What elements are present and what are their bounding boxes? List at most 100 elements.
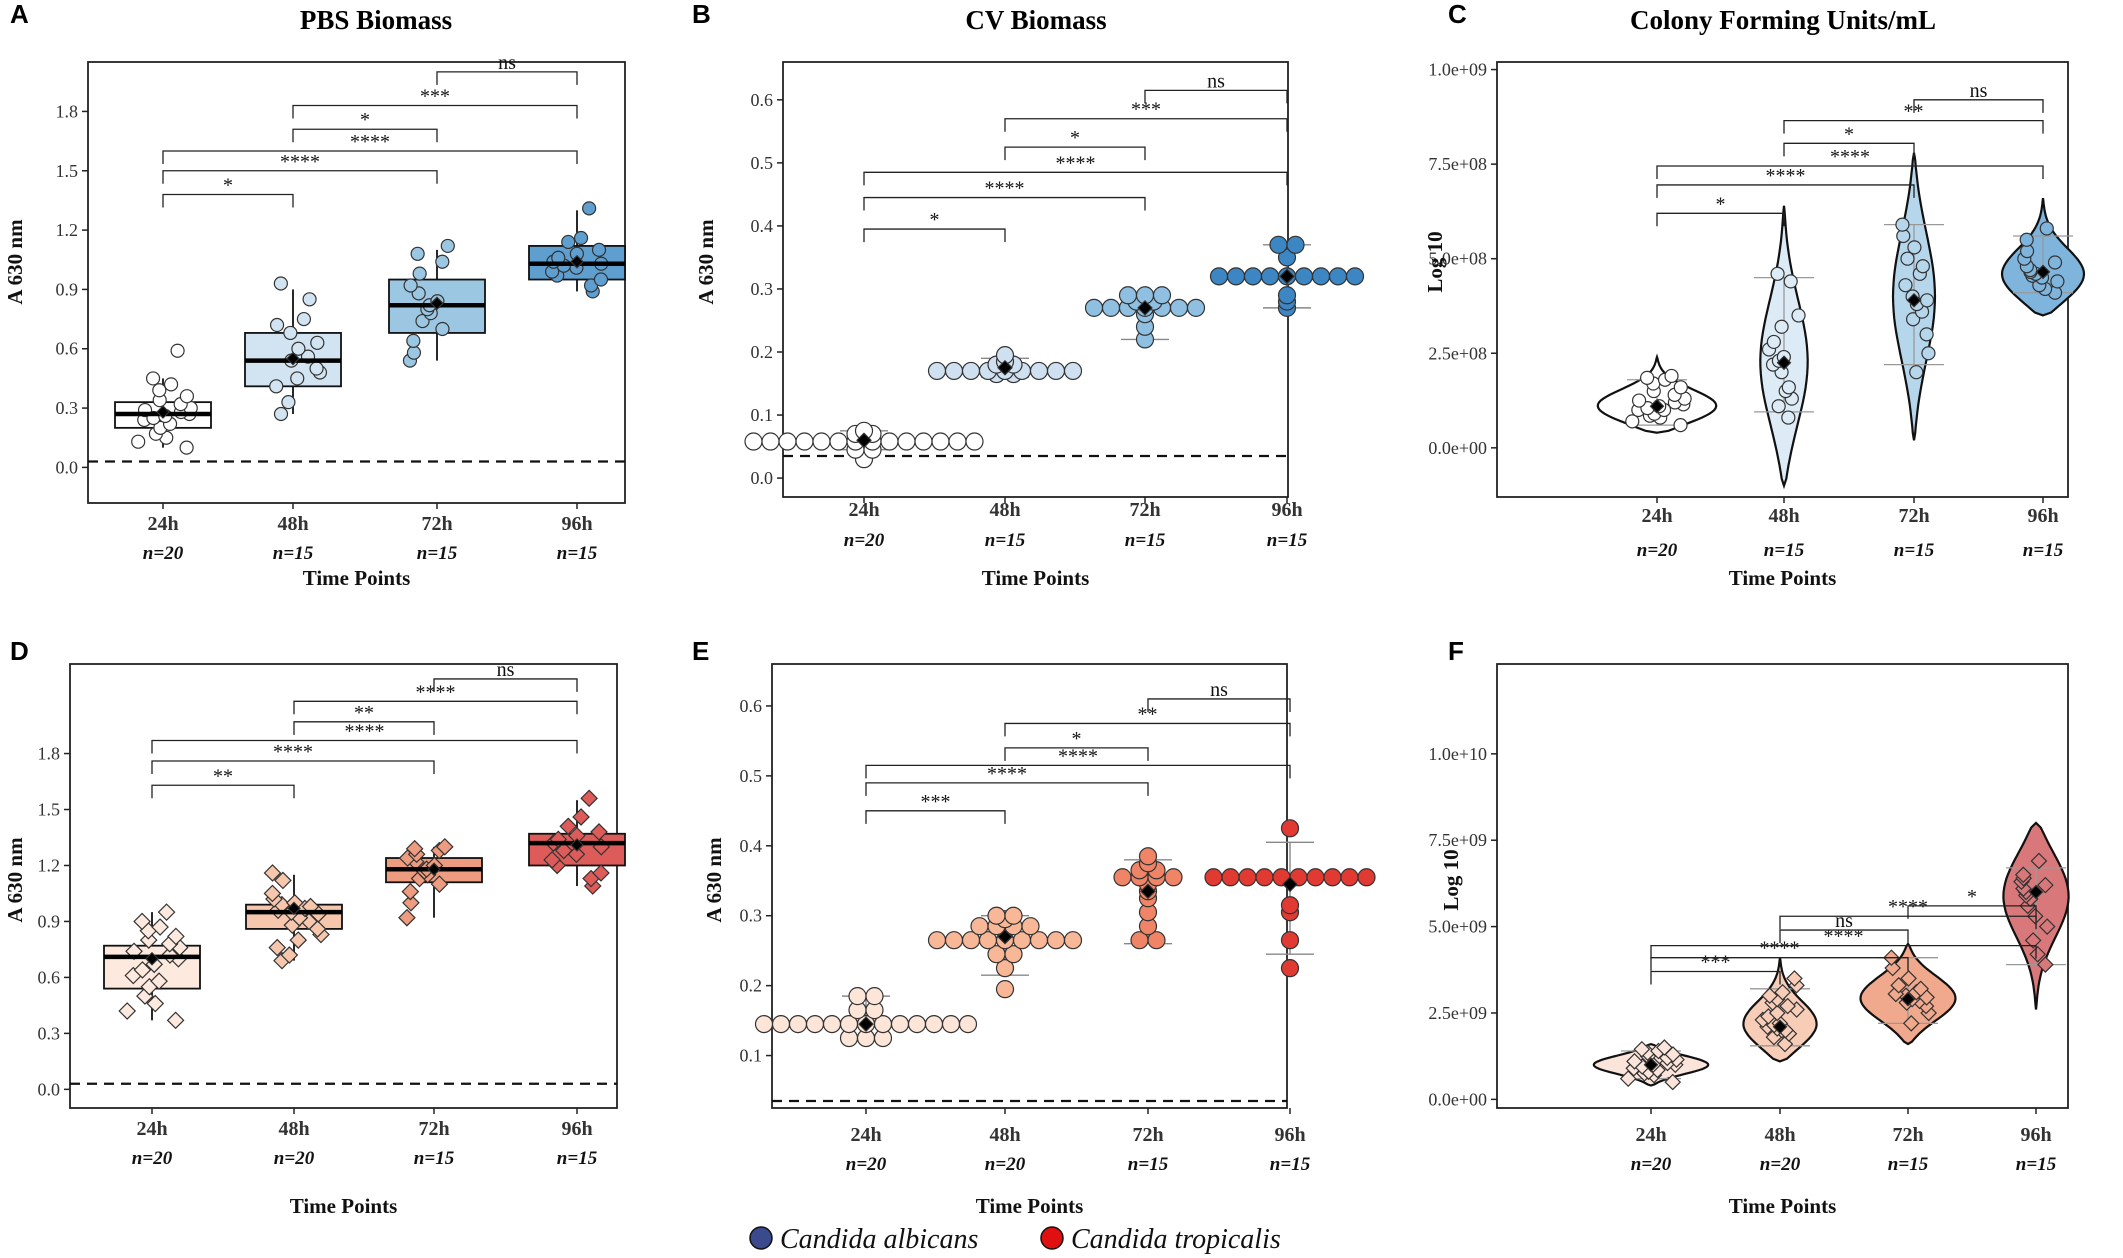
data-point — [1619, 1070, 1637, 1087]
legend-swatch-albicans — [749, 1226, 773, 1250]
group-48h — [1754, 205, 1814, 490]
data-point — [146, 994, 165, 1013]
y-tick-label: 1.2 — [56, 220, 79, 240]
sample-size-label: n=15 — [1270, 1154, 1311, 1175]
data-point — [1761, 987, 1779, 1005]
bracket — [865, 810, 1006, 824]
bracket — [1650, 970, 1781, 985]
y-axis-label: A 630 nm — [3, 219, 27, 305]
data-point — [761, 432, 780, 451]
data-point — [1147, 931, 1166, 950]
data-point — [1021, 917, 1040, 936]
bracket — [1907, 905, 2037, 919]
significance-label: *** — [420, 86, 450, 108]
x-tick-label: 96h — [2027, 505, 2058, 527]
y-tick-label: 0.3 — [56, 398, 79, 418]
x-tick-label: 72h — [418, 1118, 449, 1140]
significance-brackets: *************ns — [863, 70, 1288, 243]
significance-label: **** — [280, 151, 320, 173]
data-point — [944, 361, 964, 381]
y-tick-label: 1.8 — [38, 744, 61, 764]
sample-size-label: n=15 — [417, 543, 458, 564]
data-point — [1633, 1040, 1651, 1058]
data-point — [291, 341, 306, 356]
data-point — [2039, 221, 2054, 236]
bracket — [293, 700, 578, 715]
mean-marker — [997, 928, 1013, 945]
x-tick-label: 48h — [989, 499, 1020, 521]
x-tick-label: 96h — [1274, 1124, 1305, 1146]
data-point — [941, 1014, 961, 1034]
data-point — [1004, 906, 1023, 925]
y-tick-label: 0.6 — [740, 696, 763, 716]
y-tick-label: 1.8 — [56, 101, 79, 121]
group-24h — [1596, 353, 1718, 434]
data-point — [273, 406, 289, 422]
bracket — [1144, 89, 1288, 104]
data-point — [961, 361, 981, 381]
data-point — [907, 1014, 927, 1034]
significance-label: * — [1967, 886, 1977, 908]
y-tick-label: 2.5e+08 — [1428, 343, 1487, 363]
sample-size-label: n=20 — [985, 1154, 1026, 1175]
mean-marker — [1649, 398, 1665, 414]
significance-label: *** — [1131, 99, 1161, 121]
data-point — [290, 371, 305, 386]
data-point — [1774, 319, 1789, 334]
data-point — [273, 276, 288, 291]
data-point — [1340, 868, 1359, 887]
y-tick-label: 0.0 — [751, 468, 774, 488]
significance-brackets: ****************ns — [151, 659, 578, 799]
data-point — [1895, 217, 1910, 232]
data-point — [268, 938, 287, 957]
x-tick-label: 48h — [989, 1124, 1020, 1146]
data-point — [970, 917, 989, 936]
bracket — [292, 104, 578, 119]
mean-marker — [145, 951, 159, 966]
data-point — [1912, 980, 1930, 998]
data-point — [1640, 370, 1655, 385]
bracket — [162, 193, 294, 208]
significance-label: * — [930, 209, 940, 231]
significance-label: **** — [987, 763, 1027, 785]
sample-size-label: n=15 — [1267, 530, 1308, 551]
data-point — [310, 335, 325, 350]
data-point — [1357, 868, 1376, 887]
data-point — [410, 246, 425, 261]
data-point — [1029, 361, 1049, 381]
data-point — [1781, 410, 1796, 425]
data-point — [573, 230, 589, 246]
data-point — [543, 851, 561, 869]
y-tick-label: 0.6 — [38, 967, 61, 987]
x-tick-label: 48h — [278, 1118, 309, 1140]
group-24h — [1592, 1039, 1710, 1091]
significance-label: **** — [273, 741, 313, 763]
data-point — [1101, 298, 1121, 317]
mean-marker — [2028, 884, 2044, 900]
y-tick-label: 0.1 — [751, 405, 774, 425]
bracket — [1004, 747, 1149, 761]
y-axis-label: A 630 nm — [694, 219, 718, 305]
x-tick-label: 96h — [561, 1118, 592, 1140]
y-tick-label: 5.0e+09 — [1428, 917, 1487, 937]
data-point — [848, 987, 867, 1006]
group-24h — [114, 343, 212, 455]
sample-size-label: n=20 — [844, 530, 885, 551]
data-point — [281, 395, 296, 410]
y-tick-label: 0.9 — [38, 911, 61, 931]
data-point — [151, 918, 169, 936]
data-point — [133, 961, 152, 979]
group-48h — [245, 864, 343, 970]
data-point — [1118, 286, 1138, 305]
data-point — [1673, 380, 1688, 395]
bracket — [1656, 184, 1915, 198]
data-point — [402, 893, 420, 912]
y-tick-label: 0.5 — [751, 153, 774, 173]
panel-a: A PBS Biomass 0.0 0.3 0.6 0.9 1.2 1.5 1.8 A 630 n… — [3, 0, 626, 590]
data-point — [965, 432, 984, 451]
x-axis-label: Time Points — [1729, 1194, 1837, 1218]
data-point — [788, 1014, 808, 1034]
data-point — [280, 946, 299, 964]
data-point — [1209, 267, 1229, 286]
